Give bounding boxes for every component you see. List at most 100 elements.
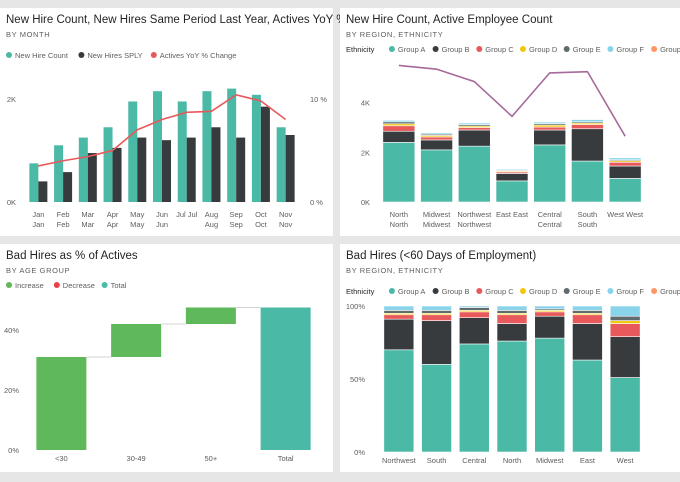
bar-new-hire-count [103, 127, 113, 202]
x-tick-label: Sep [230, 220, 243, 229]
legend-label-group-b: Group B [442, 45, 470, 54]
chart-new-hire-by-region[interactable]: Ethnicity Group A Group B Group C Group D Gro… [340, 8, 680, 236]
panel-title: New Hire Count, New Hires Same Period La… [6, 14, 374, 26]
x-tick-label: Aug [205, 220, 218, 229]
x-tick-label: May [130, 210, 144, 219]
legend-label-group-a: Group A [398, 45, 426, 54]
legend-marker-group-b [432, 46, 439, 52]
bar-segment-group-f [571, 119, 604, 123]
bar-segment-group-f [533, 121, 567, 124]
bar-segment-group-b [571, 128, 604, 162]
x-tick-label: Midwest [423, 210, 451, 219]
bar-segment-group-f [420, 132, 453, 135]
bar-segment-group-c [496, 314, 528, 324]
chart-bad-hires-by-age[interactable]: Increase Decrease Total 40% 20% 0% <30 30-49 50+… [0, 244, 333, 472]
bar-segment-group-f [458, 305, 490, 308]
bar-segment-group-c [420, 136, 453, 141]
chart-new-hire-by-month[interactable]: New Hire Count New Hires SPLY Actives YoY … [0, 8, 333, 236]
x-tick-label: Jul Jul [176, 210, 198, 219]
line-actives-yoy-change [38, 93, 287, 167]
x-tick-label: Mar [81, 220, 94, 229]
legend-marker-group-f [607, 288, 614, 294]
bar-segment-group-f [382, 120, 416, 123]
legend-label-new-hire-count: New Hire Count [15, 51, 69, 60]
x-tick-label: Sep [230, 210, 243, 219]
panel-subtitle: BY REGION, ETHNICITY [346, 30, 444, 39]
bar-segment-group-f [495, 168, 529, 171]
bar-segment-group-b [533, 129, 567, 146]
bar-segment-group-e [383, 310, 415, 314]
panel-subtitle: BY MONTH [6, 30, 51, 39]
panel-new-hire-by-region[interactable]: New Hire Count, Active Employee Count BY… [340, 8, 680, 236]
bar-new-hires-sply [137, 137, 147, 202]
bar-new-hires-sply [38, 181, 48, 202]
x-tick-label: South [578, 220, 598, 229]
bar-new-hire-count [54, 145, 64, 202]
x-tick-label: <30 [55, 454, 68, 463]
bar-new-hires-sply [112, 147, 122, 202]
legend-title: Ethnicity [346, 45, 375, 54]
x-tick-label: Central [538, 220, 563, 229]
panel-bad-hires-by-age[interactable]: Bad Hires as % of Actives BY AGE GROUP I… [0, 244, 333, 472]
panel-subtitle: BY REGION, ETHNICITY [346, 266, 444, 275]
legend-marker-increase [6, 282, 12, 288]
y-tick-label: 40% [4, 326, 19, 335]
x-tick-label: Northwest [382, 456, 417, 465]
legend-marker-group-c [476, 288, 483, 294]
legend-marker-group-g [651, 288, 658, 294]
legend-label-group-e: Group E [573, 45, 601, 54]
x-tick-label: Midwest [423, 220, 451, 229]
x-tick-label: Northwest [457, 210, 492, 219]
bar-new-hires-sply [236, 137, 246, 202]
legend-marker-group-g [651, 46, 658, 52]
x-tick-label: Apr [107, 210, 119, 219]
waterfall-bar-total [260, 307, 311, 450]
legend-label-group-c: Group C [485, 45, 514, 54]
legend-label-group-b: Group B [442, 287, 470, 296]
legend-label-group-g: Group G [660, 287, 680, 296]
legend-marker-total [101, 282, 108, 288]
bar-segment-group-d [609, 320, 641, 324]
bar-segment-group-a [572, 359, 603, 453]
x-tick-label: West West [607, 210, 644, 219]
bar-segment-group-c [421, 314, 452, 321]
x-tick-label: Nov [279, 210, 293, 219]
bar-segment-group-f [496, 305, 528, 311]
bar-segment-group-b [457, 129, 491, 147]
legend-marker-decrease [53, 282, 60, 288]
bar-segment-group-c [534, 311, 566, 317]
legend-label-group-f: Group F [616, 287, 644, 296]
bar-segment-group-b [572, 323, 603, 361]
bar-segment-group-a [382, 142, 416, 203]
waterfall-bar-increase [185, 307, 236, 324]
x-tick-label: Apr [107, 220, 119, 229]
x-tick-label: Central [462, 456, 487, 465]
legend-marker-group-a [388, 46, 395, 52]
bar-new-hire-count [29, 163, 39, 202]
bar-segment-group-a [458, 343, 490, 453]
bar-segment-group-e [496, 310, 528, 314]
bar-segment-group-f [534, 305, 566, 310]
bar-new-hire-count [276, 127, 286, 202]
x-tick-label: Oct [255, 210, 268, 219]
bar-segment-group-a [609, 377, 641, 453]
bar-segment-group-c [571, 124, 604, 130]
legend-marker-group-e [563, 46, 570, 52]
bar-segment-group-c [458, 311, 490, 318]
legend-title: Ethnicity [346, 287, 375, 296]
bar-segment-group-e [421, 310, 452, 314]
bar-new-hire-count [227, 88, 237, 202]
bar-segment-group-f [383, 305, 415, 311]
x-tick-label: 50+ [205, 454, 218, 463]
bar-new-hires-sply [162, 140, 171, 202]
panel-title: New Hire Count, Active Employee Count [346, 14, 553, 26]
bar-segment-group-a [608, 178, 642, 203]
line-active-employee-count [398, 64, 626, 137]
x-tick-label: Feb [57, 220, 70, 229]
legend-marker-group-c [476, 46, 483, 52]
x-tick-label: Total [278, 454, 294, 463]
bar-new-hires-sply [87, 153, 97, 202]
chart-bad-hires-by-region[interactable]: Ethnicity Group A Group B Group C Group D Gro… [340, 244, 680, 472]
panel-new-hire-by-month[interactable]: New Hire Count, New Hires Same Period La… [0, 8, 374, 236]
panel-bad-hires-by-region[interactable]: Bad Hires (<60 Days of Employment) BY RE… [340, 244, 680, 472]
